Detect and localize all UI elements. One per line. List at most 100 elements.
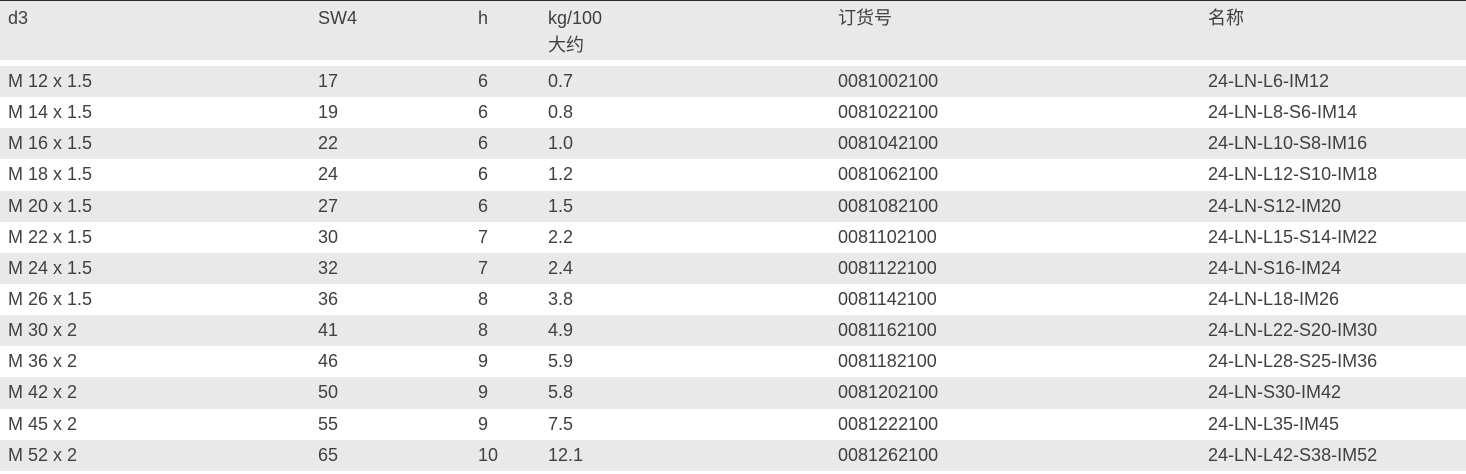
cell-h: 6	[478, 71, 489, 92]
column-header-sw4: SW4	[318, 5, 478, 60]
cell-kg100: 1.5	[548, 195, 574, 216]
cell-sw4: 36	[318, 289, 339, 310]
cell-order_no: 0081182100	[838, 351, 937, 372]
cell-d3: M 24 x 1.5	[8, 257, 93, 278]
table-row: M 22 x 1.5 30 7 2.2 0081102100 24-LN-L15-S14-…	[0, 221, 1466, 253]
cell-sw4: 24	[318, 164, 339, 185]
cell-sw4: 30	[318, 226, 339, 247]
column-header-h: h	[478, 5, 548, 60]
cell-sw4: 50	[318, 382, 339, 403]
cell-order_no: 0081042100	[838, 133, 939, 154]
column-header-sublabel: 大约	[548, 35, 584, 55]
cell-d3: M 22 x 1.5	[8, 226, 93, 247]
cell-h: 9	[478, 413, 489, 434]
cell-h: 7	[478, 257, 489, 278]
table-row: M 24 x 1.5 32 7 2.4 0081122100 24-LN-S16-IM24	[0, 252, 1466, 284]
cell-kg100: 1.2	[548, 164, 574, 185]
table-row: M 45 x 2 55 9 7.5 0081222100 24-LN-L35-IM45	[0, 408, 1466, 440]
cell-name: 24-LN-S12-IM20	[1208, 195, 1342, 216]
table-header: d3 SW4 h kg/100 大约 订货号 名称	[0, 1, 1466, 60]
cell-d3: M 36 x 2	[8, 351, 78, 372]
cell-sw4: 17	[318, 71, 339, 92]
column-header-label: d3	[8, 8, 29, 28]
cell-d3: M 45 x 2	[8, 413, 78, 434]
column-header-kg100: kg/100 大约	[548, 5, 838, 60]
cell-name: 24-LN-L42-S38-IM52	[1208, 444, 1378, 465]
table-row: M 52 x 2 65 10 12.1 0081262100 24-LN-L42-S38-…	[0, 439, 1466, 471]
cell-name: 24-LN-S30-IM42	[1208, 382, 1342, 403]
cell-order_no: 0081162100	[838, 320, 937, 341]
cell-name: 24-LN-L10-S8-IM16	[1208, 133, 1368, 154]
cell-d3: M 12 x 1.5	[8, 71, 93, 92]
cell-name: 24-LN-L22-S20-IM30	[1208, 320, 1378, 341]
table-row: M 12 x 1.5 17 6 0.7 0081002100 24-LN-L6-IM12	[0, 66, 1466, 98]
cell-d3: M 52 x 2	[8, 444, 78, 465]
cell-sw4: 22	[318, 133, 339, 154]
cell-h: 8	[478, 289, 489, 310]
cell-name: 24-LN-L18-IM26	[1208, 289, 1340, 310]
cell-kg100: 2.4	[548, 257, 574, 278]
cell-kg100: 5.9	[548, 351, 574, 372]
cell-order_no: 0081222100	[838, 413, 939, 434]
cell-order_no: 0081262100	[838, 444, 939, 465]
cell-kg100: 3.8	[548, 289, 574, 310]
cell-h: 6	[478, 195, 489, 216]
column-header-label: 订货号	[838, 8, 892, 28]
cell-name: 24-LN-L35-IM45	[1208, 413, 1340, 434]
cell-kg100: 5.8	[548, 382, 574, 403]
column-header-order-no: 订货号	[838, 5, 1208, 60]
cell-sw4: 46	[318, 351, 339, 372]
cell-sw4: 27	[318, 195, 339, 216]
cell-order_no: 0081102100	[838, 226, 937, 247]
cell-kg100: 4.9	[548, 320, 574, 341]
cell-d3: M 26 x 1.5	[8, 289, 93, 310]
cell-d3: M 18 x 1.5	[8, 164, 93, 185]
cell-h: 6	[478, 164, 489, 185]
column-header-d3: d3	[8, 5, 318, 60]
cell-order_no: 0081122100	[838, 257, 937, 278]
cell-order_no: 0081002100	[838, 71, 939, 92]
cell-name: 24-LN-L8-S6-IM14	[1208, 102, 1358, 123]
cell-h: 9	[478, 351, 489, 372]
table-row: M 36 x 2 46 9 5.9 0081182100 24-LN-L28-S25-IM…	[0, 346, 1466, 378]
cell-d3: M 14 x 1.5	[8, 102, 93, 123]
column-header-label: kg/100	[548, 8, 603, 28]
cell-name: 24-LN-S16-IM24	[1208, 257, 1342, 278]
cell-kg100: 0.8	[548, 102, 574, 123]
cell-kg100: 1.0	[548, 133, 574, 154]
cell-kg100: 12.1	[548, 444, 584, 465]
table-row: M 16 x 1.5 22 6 1.0 0081042100 24-LN-L10-S8-I…	[0, 128, 1466, 160]
header-separator	[0, 60, 1466, 66]
cell-sw4: 55	[318, 413, 339, 434]
cell-kg100: 7.5	[548, 413, 574, 434]
cell-order_no: 0081202100	[838, 382, 939, 403]
cell-d3: M 42 x 2	[8, 382, 78, 403]
cell-sw4: 41	[318, 320, 339, 341]
cell-order_no: 0081142100	[838, 289, 937, 310]
cell-name: 24-LN-L28-S25-IM36	[1208, 351, 1378, 372]
cell-sw4: 19	[318, 102, 339, 123]
table-row: M 20 x 1.5 27 6 1.5 0081082100 24-LN-S12-IM20	[0, 190, 1466, 222]
column-header-label: h	[478, 8, 489, 28]
table-row: M 18 x 1.5 24 6 1.2 0081062100 24-LN-L12-S10-…	[0, 159, 1466, 191]
table-row: M 42 x 2 50 9 5.8 0081202100 24-LN-S30-IM42	[0, 377, 1466, 409]
table-row: M 30 x 2 41 8 4.9 0081162100 24-LN-L22-S20-IM…	[0, 315, 1466, 347]
cell-h: 8	[478, 320, 489, 341]
cell-kg100: 0.7	[548, 71, 574, 92]
cell-d3: M 30 x 2	[8, 320, 78, 341]
cell-order_no: 0081022100	[838, 102, 939, 123]
cell-order_no: 0081082100	[838, 195, 939, 216]
cell-h: 7	[478, 226, 489, 247]
column-header-label: SW4	[318, 8, 358, 28]
cell-h: 9	[478, 382, 489, 403]
cell-name: 24-LN-L15-S14-IM22	[1208, 226, 1378, 247]
cell-order_no: 0081062100	[838, 164, 939, 185]
cell-name: 24-LN-L12-S10-IM18	[1208, 164, 1378, 185]
cell-sw4: 32	[318, 257, 339, 278]
cell-d3: M 16 x 1.5	[8, 133, 93, 154]
column-header-label: 名称	[1208, 8, 1244, 28]
table-row: M 14 x 1.5 19 6 0.8 0081022100 24-LN-L8-S6-IM…	[0, 97, 1466, 129]
column-header-name: 名称	[1208, 5, 1466, 60]
cell-h: 6	[478, 102, 489, 123]
